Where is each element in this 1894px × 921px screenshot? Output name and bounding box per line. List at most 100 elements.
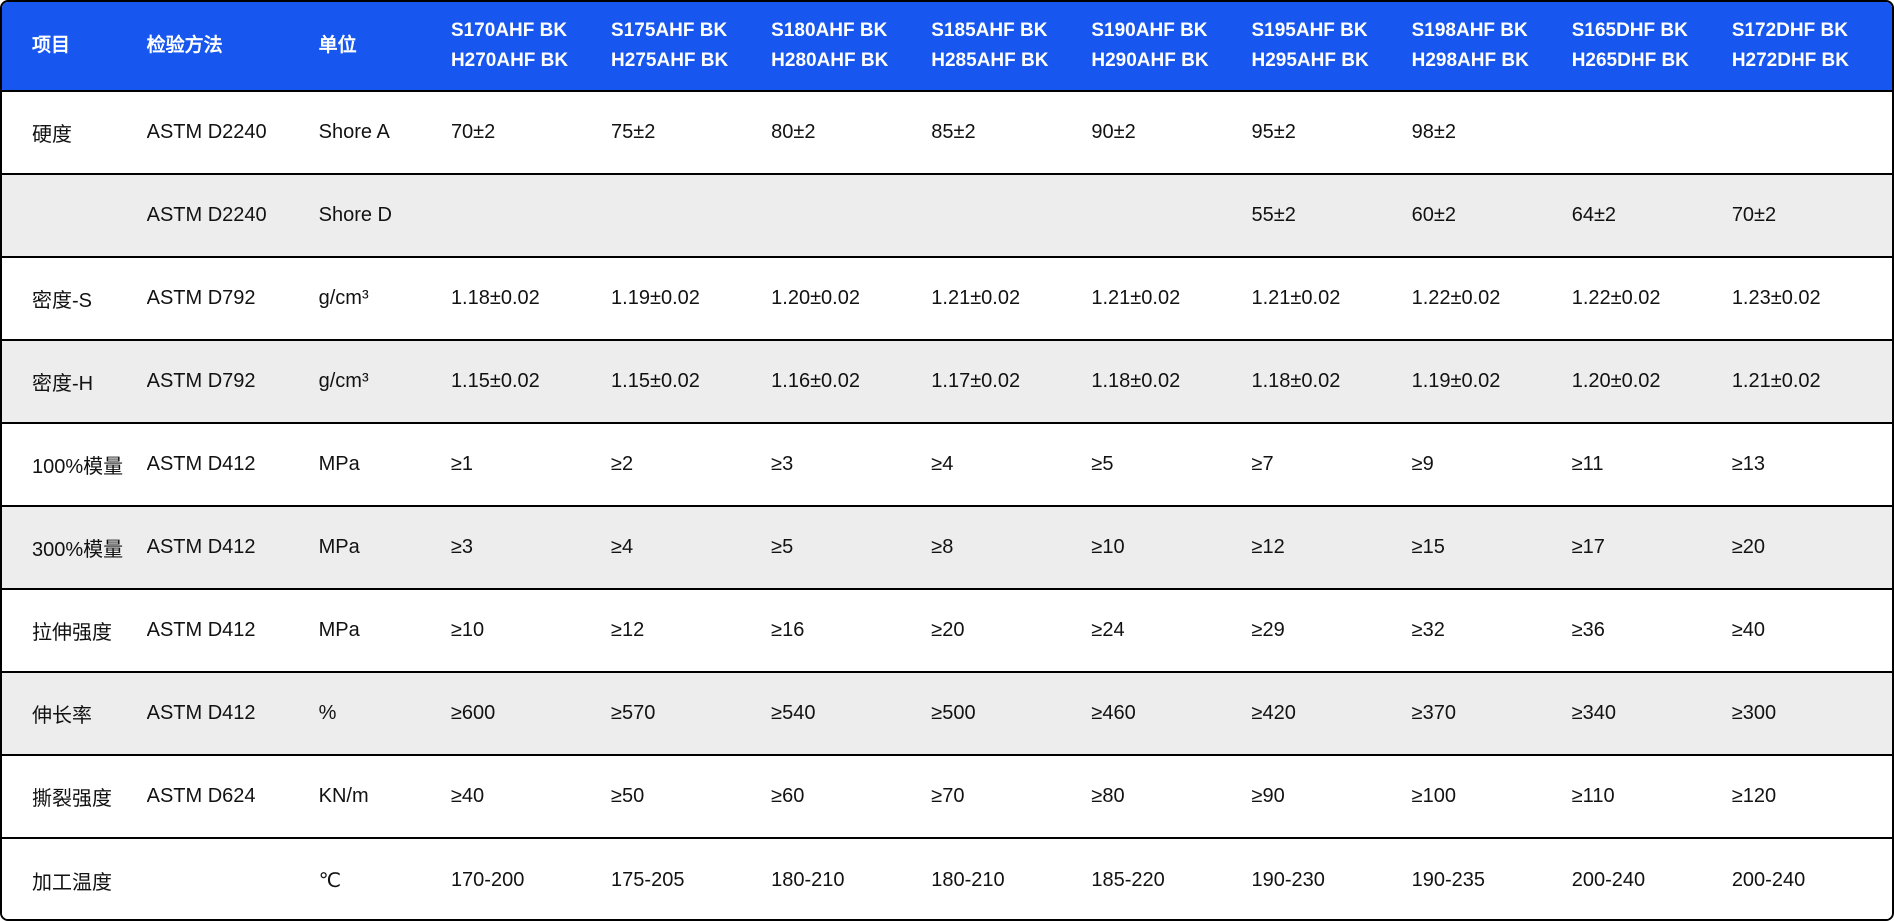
value-cell: 190-235 <box>1411 837 1572 919</box>
unit-cell: MPa <box>318 422 451 506</box>
value-cell <box>771 173 932 257</box>
product-code-s: S185AHF BK <box>931 20 1048 41</box>
value-cell: 1.18±0.02 <box>1251 339 1412 423</box>
unit-cell: g/cm³ <box>318 256 451 340</box>
value-cell: 175-205 <box>611 837 772 919</box>
unit-cell: ℃ <box>318 837 451 919</box>
row-label: 拉伸强度 <box>2 588 147 672</box>
product-code-s: S198AHF BK <box>1411 20 1528 41</box>
value-cell <box>450 173 612 257</box>
value-cell: ≥20 <box>1731 505 1892 589</box>
value-cell: 180-210 <box>771 837 932 919</box>
value-cell: 1.21±0.02 <box>1251 256 1412 340</box>
product-code-h: H295AHF BK <box>1251 50 1369 71</box>
product-code-h: H280AHF BK <box>771 50 889 71</box>
value-cell: ≥90 <box>1251 754 1412 838</box>
product-code-h: H265DHF BK <box>1571 50 1689 71</box>
method-cell <box>146 837 319 919</box>
method-cell: ASTM D412 <box>146 588 319 672</box>
value-cell: 1.22±0.02 <box>1571 256 1732 340</box>
value-cell: 190-230 <box>1251 837 1412 919</box>
product-code-h: H275AHF BK <box>611 50 729 71</box>
value-cell <box>611 173 772 257</box>
value-cell: 90±2 <box>1091 90 1252 174</box>
col-header-product: S195AHF BK H295AHF BK <box>1251 2 1412 91</box>
row-label: 300%模量 <box>2 505 147 589</box>
value-cell: ≥120 <box>1731 754 1892 838</box>
col-header-product: S180AHF BK H280AHF BK <box>771 2 932 91</box>
unit-cell: MPa <box>318 588 451 672</box>
product-code-s: S180AHF BK <box>771 20 888 41</box>
value-cell: 1.23±0.02 <box>1731 256 1892 340</box>
value-cell: ≥500 <box>931 671 1092 755</box>
value-cell: 60±2 <box>1411 173 1572 257</box>
value-cell: 180-210 <box>931 837 1092 919</box>
product-code-s: S195AHF BK <box>1251 20 1368 41</box>
value-cell: ≥340 <box>1571 671 1732 755</box>
value-cell: ≥2 <box>611 422 772 506</box>
table-row: ASTM D2240 Shore D 55±2 60±2 64±2 70±2 <box>2 173 1892 257</box>
value-cell: ≥13 <box>1731 422 1892 506</box>
value-cell: ≥4 <box>931 422 1092 506</box>
value-cell <box>931 173 1092 257</box>
product-code-s: S172DHF BK <box>1731 20 1848 41</box>
table-row: 加工温度 ℃ 170-200 175-205 180-210 180-210 185-220… <box>2 837 1892 919</box>
value-cell: 1.15±0.02 <box>450 339 612 423</box>
value-cell: ≥4 <box>611 505 772 589</box>
method-cell: ASTM D412 <box>146 671 319 755</box>
product-code-s: S190AHF BK <box>1091 20 1208 41</box>
value-cell: ≥7 <box>1251 422 1412 506</box>
value-cell <box>1731 90 1892 174</box>
value-cell: ≥24 <box>1091 588 1252 672</box>
value-cell: ≥3 <box>771 422 932 506</box>
value-cell: 55±2 <box>1251 173 1412 257</box>
value-cell: 1.21±0.02 <box>1731 339 1892 423</box>
value-cell: ≥10 <box>450 588 612 672</box>
method-cell: ASTM D412 <box>146 505 319 589</box>
value-cell: ≥8 <box>931 505 1092 589</box>
product-code-s: S175AHF BK <box>611 20 728 41</box>
row-label: 密度-H <box>2 339 147 423</box>
value-cell: ≥40 <box>450 754 612 838</box>
row-label <box>2 173 147 257</box>
col-header-product: S175AHF BK H275AHF BK <box>611 2 772 91</box>
method-cell: ASTM D792 <box>146 339 319 423</box>
value-cell: ≥80 <box>1091 754 1252 838</box>
col-header-product: S172DHF BK H272DHF BK <box>1731 2 1892 91</box>
table-row: 100%模量 ASTM D412 MPa ≥1 ≥2 ≥3 ≥4 ≥5 ≥7 ≥9 ≥11 ≥13 <box>2 422 1892 506</box>
value-cell: 200-240 <box>1571 837 1732 919</box>
value-cell: ≥70 <box>931 754 1092 838</box>
table-row: 撕裂强度 ASTM D624 KN/m ≥40 ≥50 ≥60 ≥70 ≥80 ≥90 ≥100 ≥… <box>2 754 1892 838</box>
value-cell: 95±2 <box>1251 90 1412 174</box>
row-label: 撕裂强度 <box>2 754 147 838</box>
value-cell: ≥420 <box>1251 671 1412 755</box>
product-code-s: S165DHF BK <box>1571 20 1688 41</box>
method-cell: ASTM D2240 <box>146 90 319 174</box>
product-code-s: S170AHF BK <box>450 20 568 41</box>
row-label: 100%模量 <box>2 422 147 506</box>
value-cell: 98±2 <box>1411 90 1572 174</box>
value-cell: 200-240 <box>1731 837 1892 919</box>
col-header-product: S185AHF BK H285AHF BK <box>931 2 1092 91</box>
value-cell: 1.18±0.02 <box>1091 339 1252 423</box>
value-cell: 70±2 <box>450 90 612 174</box>
value-cell: ≥50 <box>611 754 772 838</box>
value-cell: ≥10 <box>1091 505 1252 589</box>
value-cell <box>1571 90 1732 174</box>
value-cell: ≥12 <box>1251 505 1412 589</box>
value-cell: ≥110 <box>1571 754 1732 838</box>
value-cell: ≥36 <box>1571 588 1732 672</box>
value-cell: ≥16 <box>771 588 932 672</box>
unit-cell: KN/m <box>318 754 451 838</box>
value-cell: ≥17 <box>1571 505 1732 589</box>
unit-cell: % <box>318 671 451 755</box>
value-cell: ≥570 <box>611 671 772 755</box>
value-cell: ≥3 <box>450 505 612 589</box>
value-cell: ≥460 <box>1091 671 1252 755</box>
unit-cell: MPa <box>318 505 451 589</box>
value-cell: 64±2 <box>1571 173 1732 257</box>
value-cell: 1.16±0.02 <box>771 339 932 423</box>
value-cell: 1.19±0.02 <box>611 256 772 340</box>
value-cell: 85±2 <box>931 90 1092 174</box>
